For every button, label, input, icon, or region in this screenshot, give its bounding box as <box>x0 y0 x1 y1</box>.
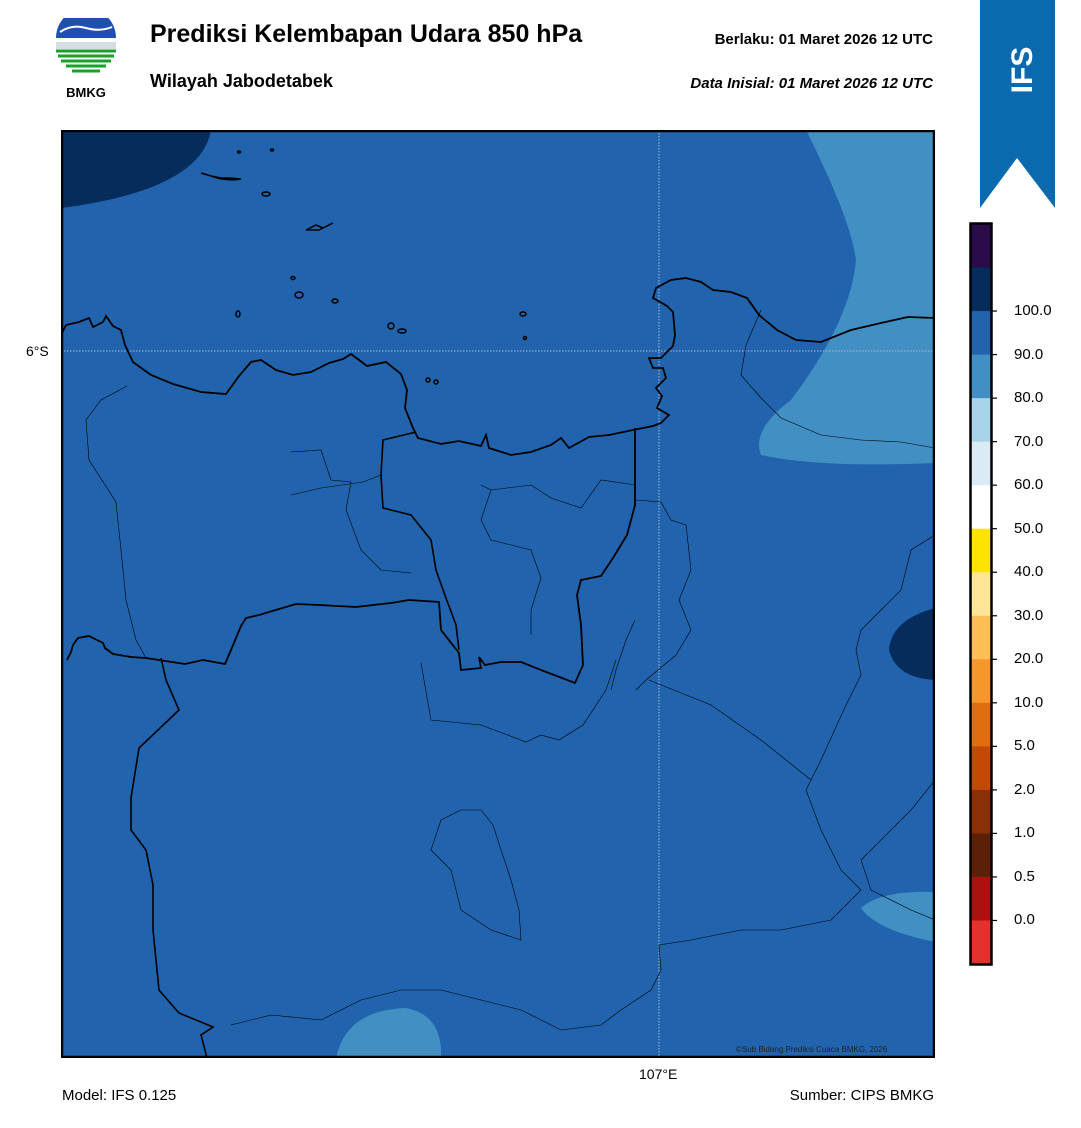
colorbar-segment <box>971 354 991 399</box>
colorbar-label: 20.0 <box>1014 650 1044 668</box>
colorbar-segment <box>971 441 991 486</box>
logo-text: BMKG <box>66 85 106 100</box>
colorbar-segment <box>971 311 991 356</box>
bmkg-logo: BMKG <box>56 18 116 100</box>
contour-low-south <box>336 1008 442 1058</box>
colorbar-label: 90.0 <box>1014 345 1044 363</box>
coastline <box>61 277 935 456</box>
map-frame <box>61 130 935 1058</box>
colorbar-segment <box>971 267 991 312</box>
colorbar-segment <box>971 572 991 617</box>
province-boundary <box>66 428 636 685</box>
district-boundaries <box>85 309 935 1031</box>
valid-time-label: Berlaku: 01 Maret 2026 12 UTC <box>714 31 933 48</box>
contour-low-se <box>861 891 935 942</box>
page-subtitle: Wilayah Jabodetabek <box>150 71 333 91</box>
colorbar-label: 80.0 <box>1014 389 1044 407</box>
longitude-label: 107°E <box>639 1066 678 1082</box>
colorbar-segment <box>971 615 991 660</box>
colorbar-label: 70.0 <box>1014 432 1044 450</box>
colorbar-segment <box>971 920 991 965</box>
colorbar-segment <box>971 876 991 921</box>
colorbar-label: 10.0 <box>1014 693 1044 711</box>
contour-high-nw <box>61 130 211 208</box>
source-label: Sumber: CIPS BMKG <box>789 1087 934 1104</box>
colorbar-label: 2.0 <box>1014 780 1035 798</box>
colorbar-segment <box>971 659 991 704</box>
colorbar <box>969 222 997 966</box>
regency-boundary-west <box>130 657 215 1058</box>
bmkg-logo-icon <box>56 18 116 73</box>
model-label: Model: IFS 0.125 <box>62 1087 177 1104</box>
ribbon-text: IFS <box>1006 47 1039 94</box>
colorbar-label: 40.0 <box>1014 563 1044 581</box>
colorbar-label: 1.0 <box>1014 824 1035 842</box>
islands <box>200 148 528 385</box>
colorbar-segment <box>971 746 991 791</box>
model-ribbon: IFS <box>980 0 1055 208</box>
colorbar-segment <box>971 833 991 878</box>
regency-boundary-bold <box>380 431 460 651</box>
colorbar-segment <box>971 398 991 443</box>
colorbar-label: 0.5 <box>1014 867 1035 885</box>
humidity-map <box>61 130 935 1058</box>
colorbar-label: 50.0 <box>1014 519 1044 537</box>
colorbar-label: 5.0 <box>1014 737 1035 755</box>
colorbar-segment <box>971 485 991 530</box>
init-time-label: Data Inisial: 01 Maret 2026 12 UTC <box>690 75 933 92</box>
colorbar-label: 0.0 <box>1014 911 1035 929</box>
page-title: Prediksi Kelembapan Udara 850 hPa <box>150 20 583 48</box>
colorbar-segment <box>971 789 991 834</box>
colorbar-segment <box>971 224 991 269</box>
contour-low-ne <box>759 130 935 465</box>
colorbar-frame <box>969 222 993 966</box>
latitude-label: 6°S <box>26 343 49 359</box>
colorbar-segment <box>971 702 991 747</box>
copyright-text: ©Sub Bidang Prediksi Cuaca BMKG, 2026 <box>736 1045 888 1054</box>
colorbar-label: 60.0 <box>1014 476 1044 494</box>
colorbar-label: 30.0 <box>1014 606 1044 624</box>
map-background <box>61 130 935 1058</box>
colorbar-label: 100.0 <box>1014 302 1052 320</box>
contour-high-east <box>889 608 935 680</box>
colorbar-segment <box>971 528 991 573</box>
